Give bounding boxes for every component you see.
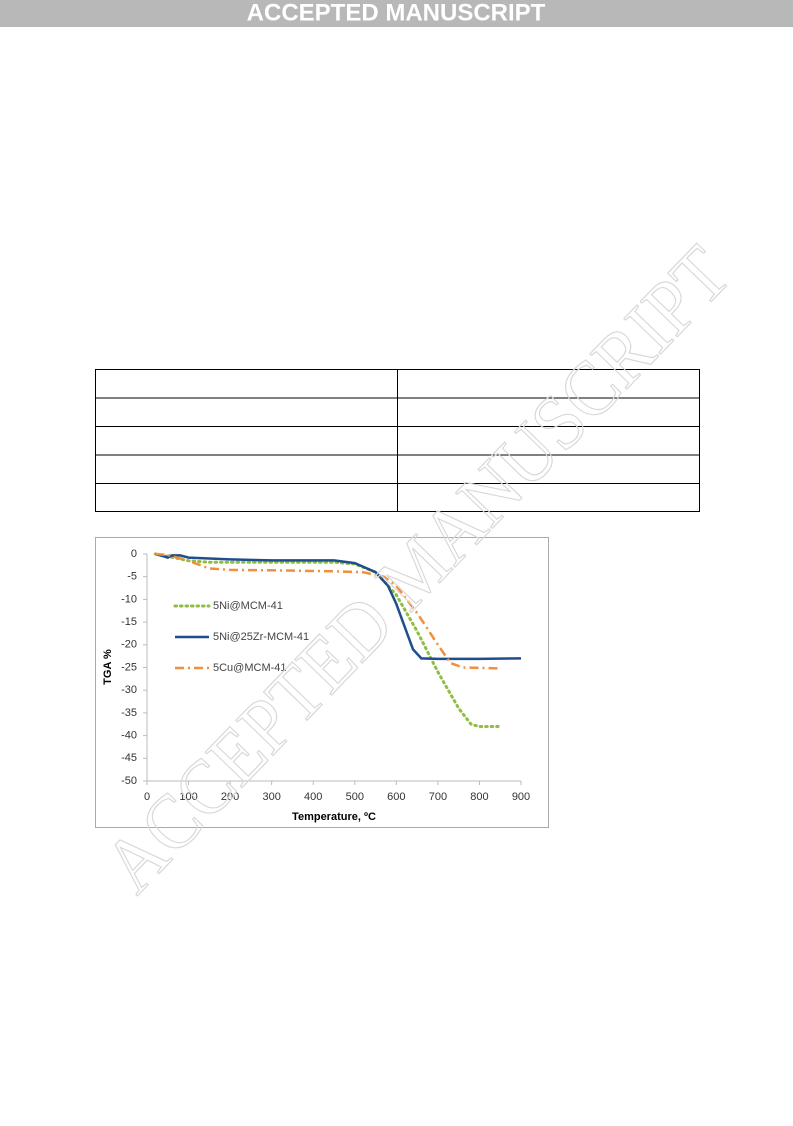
- chart-frame: [95, 537, 549, 828]
- x-tick-label: 100: [179, 791, 197, 803]
- x-tick-label: 200: [221, 791, 239, 803]
- y-tick-label: -25: [121, 661, 137, 673]
- legend-label: 5Ni@MCM-41: [213, 600, 283, 612]
- y-tick-label: -30: [121, 684, 137, 696]
- y-tick-label: -5: [127, 571, 137, 583]
- y-tick-label: -35: [121, 707, 137, 719]
- y-tick-label: -45: [121, 752, 137, 764]
- y-tick-label: -15: [121, 616, 137, 628]
- x-tick-label: 900: [512, 791, 530, 803]
- x-tick-label: 500: [346, 791, 364, 803]
- x-tick-label: 400: [304, 791, 322, 803]
- y-tick-label: -50: [121, 775, 137, 787]
- chart: 0 -5 -10 -15 -20 -25 -30 -35 -40 -45 -50 0 100 200 300…: [102, 548, 530, 823]
- x-tick-label: 700: [429, 791, 447, 803]
- x-tick-label: 0: [144, 791, 150, 803]
- x-tick-label: 300: [262, 791, 280, 803]
- y-tick-label: -20: [121, 639, 137, 651]
- y-tick-label: 0: [131, 548, 137, 560]
- banner-text: ACCEPTED MANUSCRIPT: [247, 0, 546, 26]
- series-line: [155, 552, 501, 670]
- y-axis-title: TGA %: [102, 649, 114, 685]
- legend-label: 5Ni@25Zr-MCM-41: [213, 631, 309, 643]
- x-tick-label: 600: [387, 791, 405, 803]
- series-line: [154, 552, 522, 661]
- banner: [0, 0, 793, 27]
- y-tick-label: -40: [121, 730, 137, 742]
- legend-label: 5Cu@MCM-41: [213, 662, 287, 674]
- x-axis-title: Temperature, ºC: [292, 811, 376, 823]
- y-tick-label: -10: [121, 593, 137, 605]
- table: [95, 369, 700, 512]
- x-tick-label: 800: [470, 791, 488, 803]
